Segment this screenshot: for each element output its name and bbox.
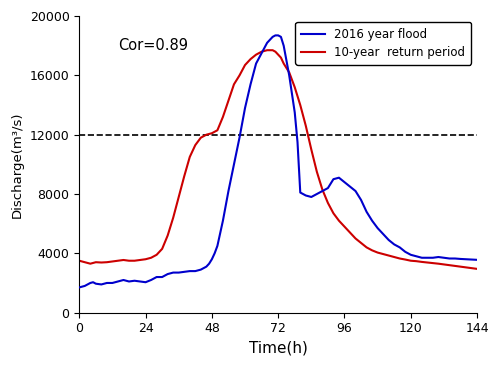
- X-axis label: Time(h): Time(h): [248, 341, 308, 356]
- Text: Cor=0.89: Cor=0.89: [118, 38, 188, 53]
- Y-axis label: Discharge(m³/s): Discharge(m³/s): [11, 111, 24, 218]
- Legend: 2016 year flood, 10-year  return period: 2016 year flood, 10-year return period: [296, 22, 471, 65]
